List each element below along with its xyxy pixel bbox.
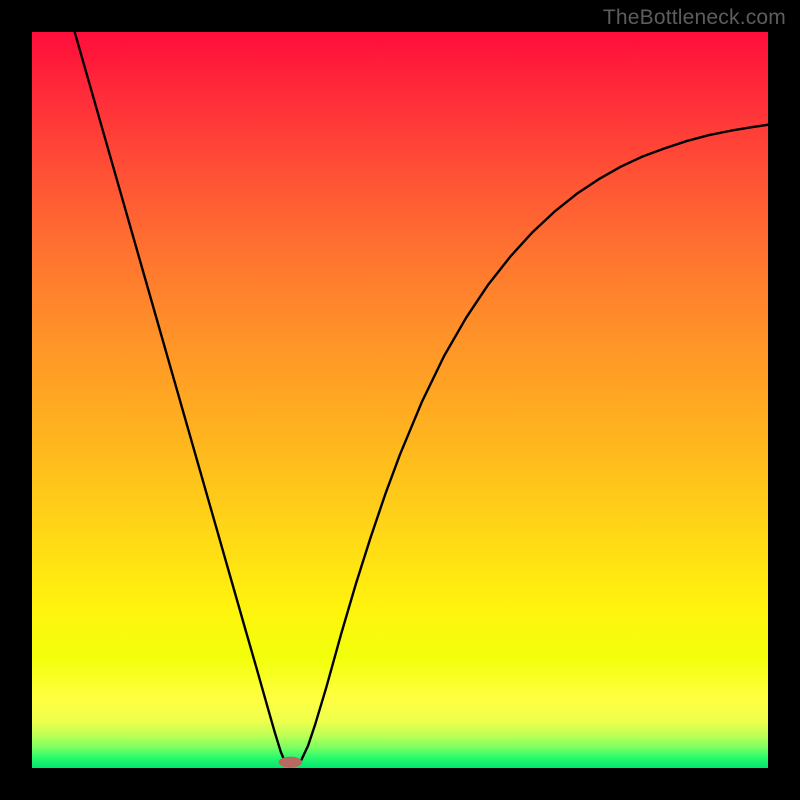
plot-area [32,32,768,768]
min-marker [279,757,303,768]
outer-frame: TheBottleneck.com [0,0,800,800]
watermark-text: TheBottleneck.com [603,6,786,30]
chart-background [32,32,768,768]
chart-svg [32,32,768,768]
